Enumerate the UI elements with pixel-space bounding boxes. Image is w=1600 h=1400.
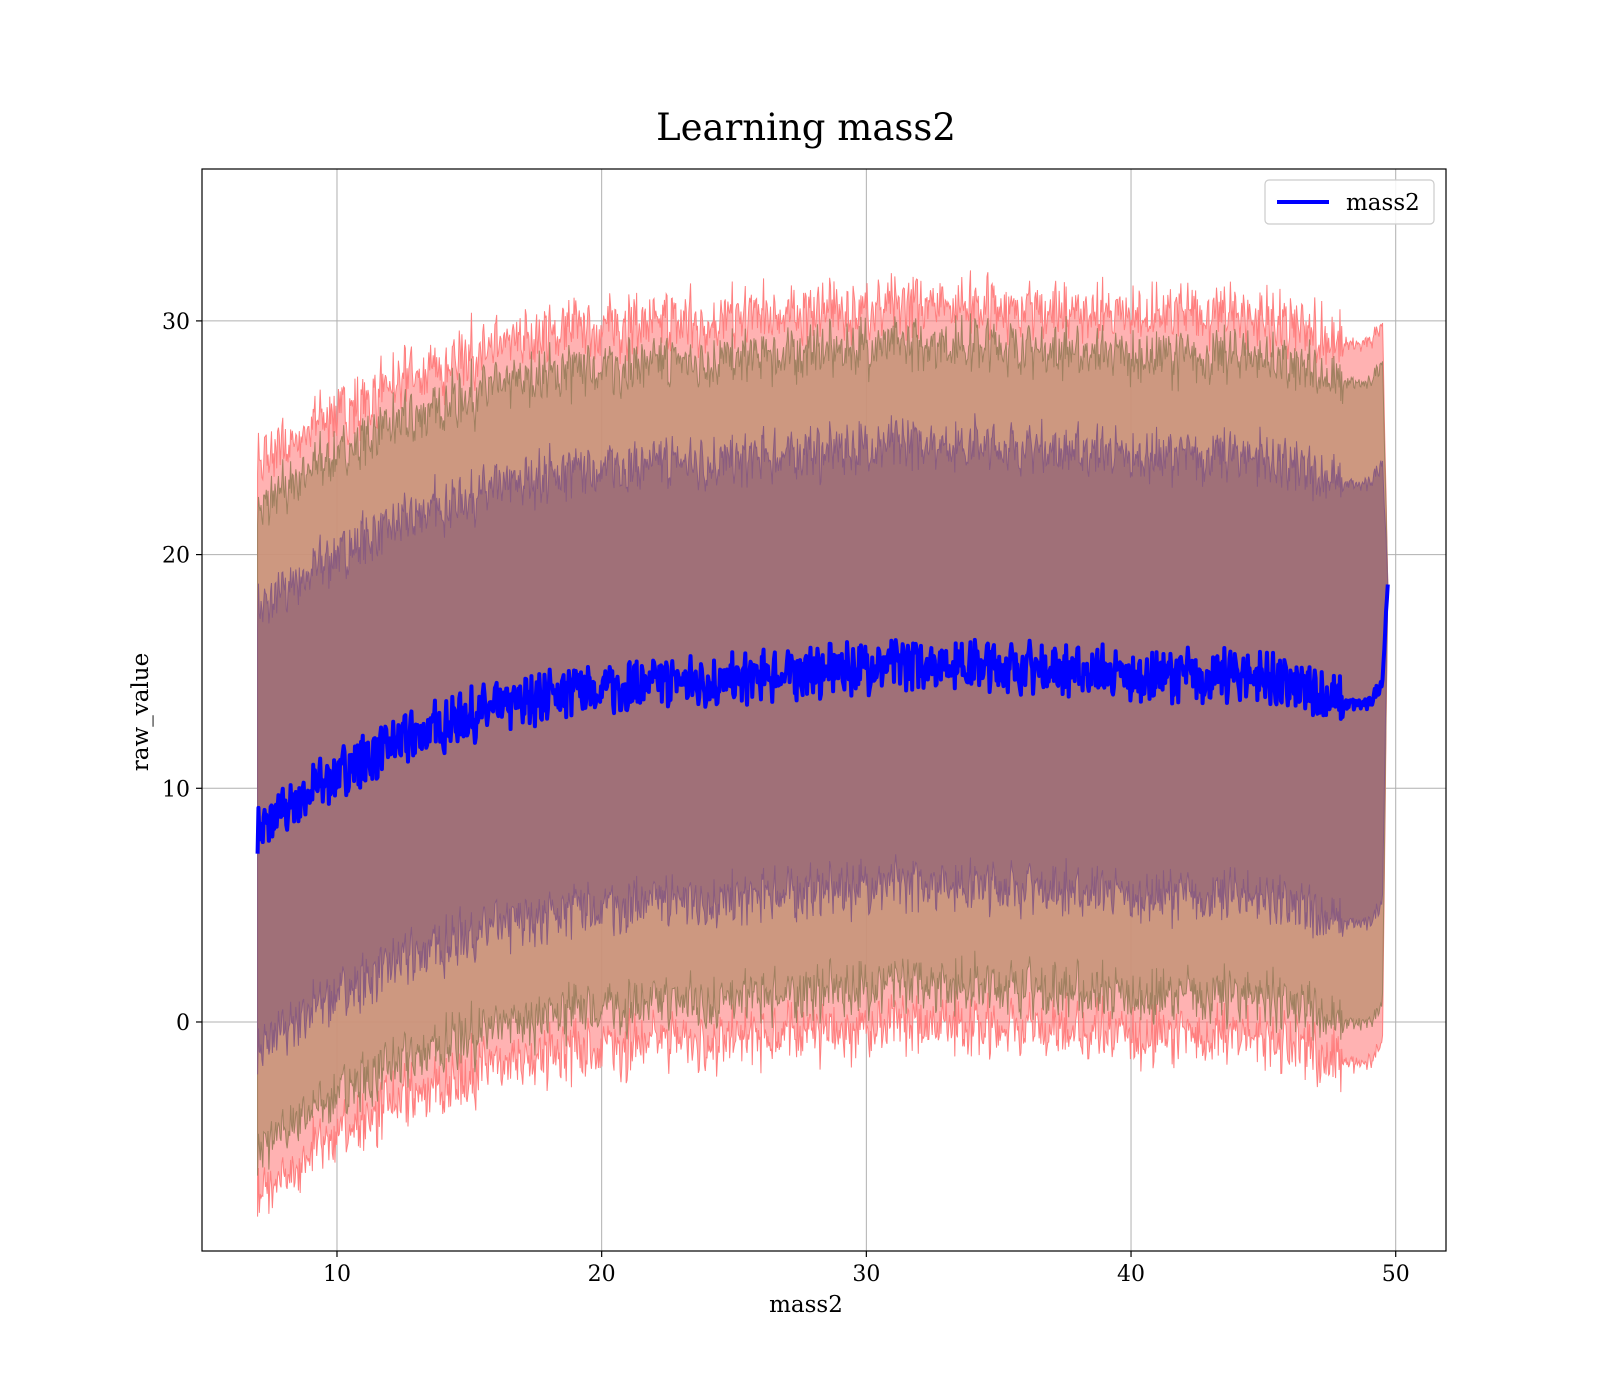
series-line-mass2 [255, 584, 1390, 854]
series-layer [255, 584, 1390, 854]
y-tick-label-0: 0 [176, 1011, 190, 1036]
y-tick-label-20: 20 [162, 544, 190, 569]
x-tick-label-40: 40 [1117, 1262, 1145, 1287]
x-tick-label-30: 30 [852, 1262, 880, 1287]
y-tick-label-10: 10 [162, 777, 190, 802]
y-axis-title: raw_value [128, 653, 154, 771]
legend-label-mass2: mass2 [1346, 190, 1420, 216]
confidence-bands [257, 270, 1389, 1217]
x-tick-label-20: 20 [588, 1262, 616, 1287]
x-axis-title: mass2 [769, 1292, 843, 1318]
legend-box [1264, 179, 1435, 225]
plot-frame [201, 168, 1447, 1252]
legend: mass2 [1264, 179, 1435, 225]
x-tick-label-50: 50 [1382, 1262, 1410, 1287]
y-axis-ticks: 0 10 20 30 [162, 310, 202, 1036]
x-axis-ticks: 10 20 30 40 50 [323, 1251, 1410, 1287]
x-tick-label-10: 10 [323, 1262, 351, 1287]
y-tick-label-30: 30 [162, 310, 190, 335]
chart-title: Learning mass2 [656, 106, 956, 149]
